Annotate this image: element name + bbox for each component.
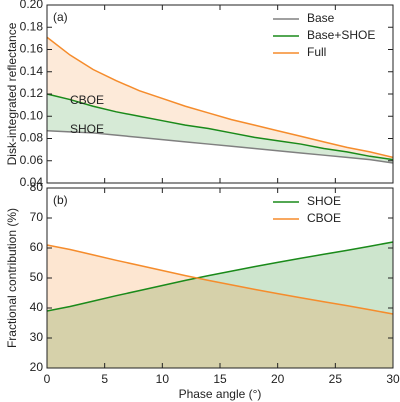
panel-label: (b) xyxy=(53,193,68,207)
y-tick-label: 80 xyxy=(30,180,44,194)
legend-label: Base+SHOE xyxy=(307,28,375,42)
legend-label: Full xyxy=(307,45,326,59)
y-tick-label: 60 xyxy=(30,240,44,254)
y-tick-label: 50 xyxy=(30,270,44,284)
x-tick-label: 30 xyxy=(386,372,400,386)
annotation: SHOE xyxy=(70,122,104,136)
shade xyxy=(47,37,393,160)
x-tick-label: 5 xyxy=(101,372,108,386)
shade xyxy=(47,242,393,368)
y-tick-label: 70 xyxy=(30,210,44,224)
y-tick-label: 30 xyxy=(30,330,44,344)
series-line xyxy=(46,129,394,164)
panel-label: (a) xyxy=(53,10,68,24)
x-axis-label: Phase angle (°) xyxy=(179,387,262,401)
series-line xyxy=(46,241,394,312)
y-axis-label: Fractional contribution (%) xyxy=(5,208,19,348)
shade xyxy=(47,245,393,368)
y-tick-label: 20 xyxy=(30,360,44,374)
x-tick-label: 0 xyxy=(44,372,51,386)
series-line xyxy=(46,36,394,159)
series-line xyxy=(46,93,394,161)
y-tick-label: 0.04 xyxy=(20,175,44,189)
y-tick-label: 40 xyxy=(30,300,44,314)
y-axis-label: Disk-integrated reflectance xyxy=(5,22,19,165)
y-tick-label: 0.10 xyxy=(20,108,44,122)
y-tick-label: 0.08 xyxy=(20,131,44,145)
series-line xyxy=(46,244,394,315)
legend-label: CBOE xyxy=(307,211,341,225)
y-tick-label: 0.20 xyxy=(20,0,44,11)
annotation: CBOE xyxy=(70,93,104,107)
x-tick-label: 20 xyxy=(271,372,285,386)
x-tick-label: 25 xyxy=(329,372,343,386)
y-tick-label: 0.16 xyxy=(20,42,44,56)
y-tick-label: 0.18 xyxy=(20,19,44,33)
legend-label: Base xyxy=(307,11,335,25)
x-tick-label: 15 xyxy=(213,372,227,386)
y-tick-label: 0.12 xyxy=(20,86,44,100)
y-tick-label: 0.14 xyxy=(20,64,44,78)
y-tick-label: 0.06 xyxy=(20,153,44,167)
legend-label: SHOE xyxy=(307,194,341,208)
x-tick-label: 10 xyxy=(156,372,170,386)
